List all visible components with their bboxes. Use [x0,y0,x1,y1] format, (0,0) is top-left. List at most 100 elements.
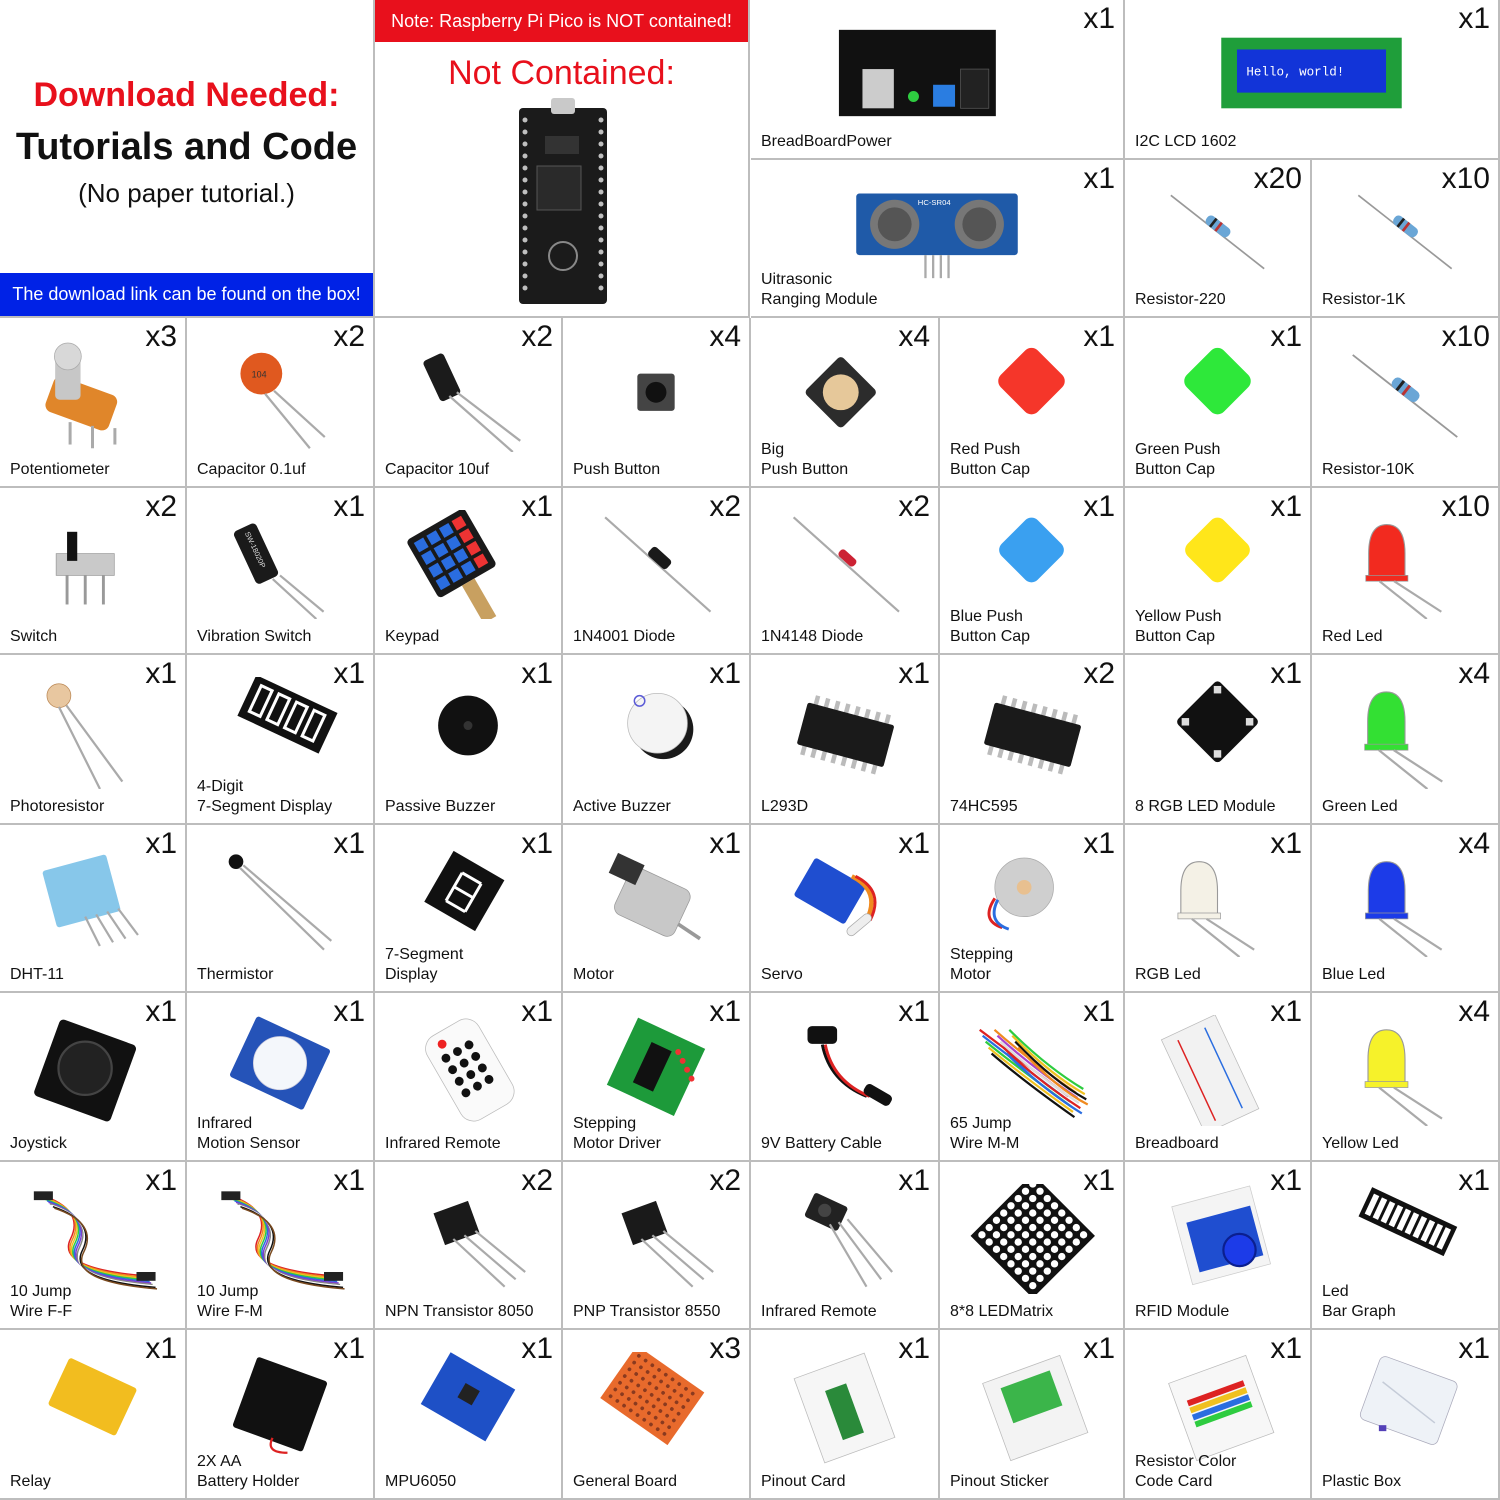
ribbon-wire-icon [207,1184,353,1294]
component-card: x1 Infrared Remote [375,993,563,1162]
component-card: SW-18020P x1 Vibration Switch [187,488,375,655]
ir-receiver-icon [771,1184,918,1294]
svg-text:HC-SR04: HC-SR04 [918,198,952,207]
component-quantity: x1 [1270,490,1302,523]
component-label: 9V Battery Cable [761,1135,882,1152]
resistor-icon [1332,340,1478,452]
component-quantity: x1 [898,995,930,1028]
component-quantity: x2 [521,1164,553,1197]
component-label: 10 Jump Wire F-M [197,1283,263,1320]
component-card: x1 Keypad [375,488,563,655]
component-quantity: x1 [709,995,741,1028]
vibration-switch-icon: SW-18020P [207,510,353,619]
component-card: x1 Pinout Sticker [940,1330,1125,1500]
rfid-icon [1145,1184,1290,1294]
download-info-panel: Download Needed: Tutorials and Code (No … [0,0,375,318]
component-label: RGB Led [1135,966,1201,983]
resistor-icon [1145,182,1290,282]
component-label: Led Bar Graph [1322,1283,1396,1320]
component-quantity: x1 [333,827,365,860]
component-label: Pinout Card [761,1473,846,1490]
component-label: 4-Digit 7-Segment Display [197,778,333,815]
component-quantity: x1 [1270,1164,1302,1197]
component-quantity: x4 [1458,995,1490,1028]
button-cap-icon [1145,340,1290,452]
component-quantity: x1 [145,1164,177,1197]
component-label: PNP Transistor 8550 [573,1303,721,1320]
component-quantity: x4 [898,320,930,353]
component-card: x1 Servo [751,825,940,993]
component-card: x4 Yellow Led [1312,993,1500,1162]
component-card: x20 Resistor-220 [1125,160,1312,318]
component-card: x1 Thermistor [187,825,375,993]
pico-not-contained-panel: Note: Raspberry Pi Pico is NOT contained… [375,0,750,318]
component-quantity: x1 [709,827,741,860]
component-quantity: x3 [709,1332,741,1365]
component-quantity: x2 [709,1164,741,1197]
component-quantity: x10 [1441,320,1490,353]
component-quantity: x1 [1270,1332,1302,1365]
jump-wires-icon [960,1015,1103,1126]
component-card: x1 9V Battery Cable [751,993,940,1162]
component-card: x1 10 Jump Wire F-M [187,1162,375,1330]
component-quantity: x10 [1441,490,1490,523]
component-quantity: x2 [333,320,365,353]
stepper-driver-icon [583,1015,729,1126]
perfboard-icon [583,1352,729,1464]
big-push-button-icon [771,340,918,452]
led-icon [1332,847,1478,957]
component-quantity: x1 [521,490,553,523]
component-quantity: x2 [898,490,930,523]
component-card: x10 Red Led [1312,488,1500,655]
component-card: x1 RGB Led [1125,825,1312,993]
svg-text:Hello, world!: Hello, world! [1246,65,1344,79]
component-quantity: x2 [1083,657,1115,690]
component-label: Keypad [385,628,440,645]
component-card: x1 Stepping Motor [940,825,1125,993]
component-card: x1 Breadboard [1125,993,1312,1162]
lcd-icon: Hello, world! [1145,22,1478,124]
component-card: x1 2X AA Battery Holder [187,1330,375,1500]
electrolytic-capacitor-icon [395,340,541,452]
battery-holder-icon [207,1352,353,1464]
component-card: x1 Active Buzzer [563,655,751,825]
component-quantity: x1 [1083,490,1115,523]
component-card: x1 Led Bar Graph [1312,1162,1500,1330]
component-quantity: x1 [145,657,177,690]
component-label: MPU6050 [385,1473,457,1490]
breadboard-power-icon [771,22,1103,124]
component-card: x1 Joystick [0,993,187,1162]
component-quantity: x1 [145,827,177,860]
pico-note-banner: Note: Raspberry Pi Pico is NOT contained… [375,0,748,42]
relay-icon [20,1352,165,1464]
component-quantity: x1 [521,1332,553,1365]
component-quantity: x1 [1270,995,1302,1028]
component-card: x1 4-Digit 7-Segment Display [187,655,375,825]
svg-text:104: 104 [252,369,267,379]
component-label: Vibration Switch [197,628,312,645]
component-label: Green Led [1322,798,1398,815]
component-quantity: x2 [709,490,741,523]
component-card: x1 Plastic Box [1312,1330,1500,1500]
component-quantity: x1 [521,657,553,690]
component-quantity: x3 [145,320,177,353]
component-card: x1 8 RGB LED Module [1125,655,1312,825]
component-quantity: x1 [709,657,741,690]
component-card: x1 Passive Buzzer [375,655,563,825]
component-quantity: x2 [521,320,553,353]
plastic-box-icon [1332,1352,1478,1464]
seven-segment-icon [395,847,541,957]
component-card: x1 Infrared Remote [751,1162,940,1330]
component-card: x2 NPN Transistor 8050 [375,1162,563,1330]
component-quantity: x1 [521,995,553,1028]
component-label: L293D [761,798,809,815]
component-card: x3 General Board [563,1330,751,1500]
component-label: Stepping Motor Driver [573,1115,662,1152]
servo-icon [771,847,918,957]
component-label: 8*8 LEDMatrix [950,1303,1054,1320]
component-card: x1 Yellow Push Button Cap [1125,488,1312,655]
component-label: Resistor-220 [1135,291,1226,308]
component-label: Thermistor [197,966,274,983]
raspberry-pi-pico-icon [519,98,607,304]
component-label: Green Push Button Cap [1135,441,1221,478]
